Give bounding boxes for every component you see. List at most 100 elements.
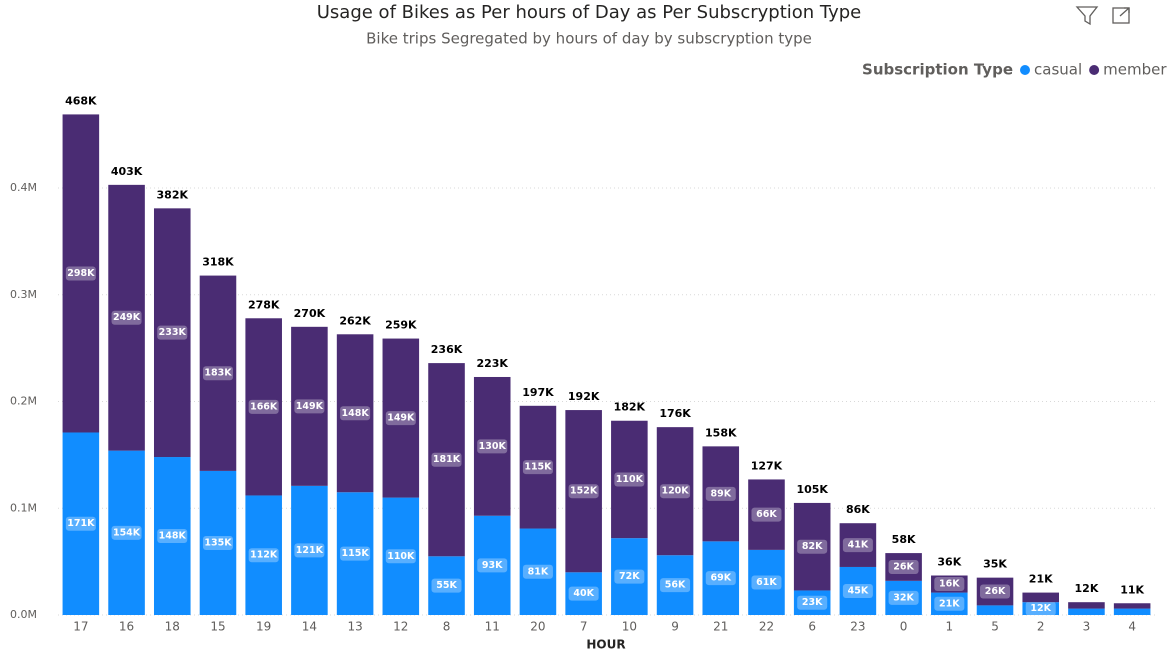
y-tick-label: 0.3M [10,288,37,301]
bar-segment [793,502,831,591]
bar-segment [656,427,694,556]
bar-segment [1113,603,1151,609]
label-pill [797,539,828,554]
data-label: 249K [113,312,141,323]
legend-marker [1089,65,1100,75]
bar-segment [336,334,374,493]
total-label: 36K [937,556,961,569]
label-pill [157,529,188,544]
bar-segment [611,420,648,539]
bar-segment [1068,608,1105,615]
total-label: 270K [294,307,326,320]
label-pill [705,486,736,501]
filter-icon[interactable] [1075,6,1099,26]
bar-segment [291,326,328,486]
bar-segment [565,572,602,615]
bar-segment [748,549,785,615]
total-label: 182K [614,401,646,414]
label-pill [751,507,782,522]
bar-segment [519,528,557,615]
x-tick-label: 15 [210,620,225,634]
bar-segment [931,575,968,593]
bar-segment [199,470,237,615]
label-pill [660,578,691,593]
data-label: 32K [893,592,914,603]
y-tick-label: 0.1M [10,501,37,514]
label-pill [568,586,599,601]
data-label: 115K [524,462,552,473]
data-label: 154K [113,527,141,538]
label-pill [202,366,233,381]
bar-segment [153,208,191,458]
label-pill [340,406,371,421]
bar-segment [153,457,191,615]
bar-segment [565,410,602,573]
bar-segment [885,580,922,615]
bar-segment [1113,608,1151,615]
data-label: 66K [756,509,777,520]
x-tick-label: 1 [945,620,953,634]
total-label: 176K [659,407,691,420]
data-label: 171K [67,518,95,529]
chart-subtitle: Bike trips Segregated by hours of day by… [366,30,812,48]
y-tick-label: 0.0M [10,608,37,621]
data-label: 56K [665,580,686,591]
total-label: 259K [385,319,417,332]
total-label: 197K [522,386,554,399]
label-pill [385,549,416,564]
x-tick-label: 23 [850,620,865,634]
label-pill [568,484,599,499]
bar-segment [1068,602,1105,609]
data-label: 89K [710,488,731,499]
x-axis-title: HOUR [586,638,625,652]
bar-segment [611,538,648,615]
label-pill [65,266,96,281]
bar-segment [199,275,237,471]
label-pill [111,525,142,540]
total-label: 403K [111,165,143,178]
data-label: 69K [710,573,731,584]
bar-segment [976,577,1014,606]
legend-marker [1020,65,1030,75]
label-pill [522,564,553,579]
focus-icon[interactable] [1112,7,1130,24]
bar-segment [702,446,740,542]
label-pill [248,399,279,414]
data-label: 135K [204,537,232,548]
focus-shape [1112,7,1130,24]
x-tick-label: 18 [165,620,180,634]
bar-segment [382,338,420,498]
label-pill [431,578,462,593]
data-label: 72K [619,571,640,582]
data-label: 16K [939,579,960,590]
x-tick-label: 13 [347,620,362,634]
x-tick-label: 22 [759,620,774,634]
total-label: 382K [157,188,189,201]
data-label: 152K [570,486,598,497]
data-label: 181K [433,454,461,465]
label-pill [1025,601,1056,616]
legend-label: member [1103,61,1167,79]
bar-segment [336,492,374,615]
data-label: 149K [296,401,324,412]
bar-segment [1022,592,1060,603]
total-label: 236K [431,343,463,356]
label-pill [340,546,371,561]
bar-segment [519,405,557,529]
label-pill [797,595,828,610]
y-tick-label: 0.4M [10,181,37,194]
data-label: 45K [848,585,869,596]
label-pill [431,452,462,467]
bar-segment [382,497,420,615]
total-label: 21K [1029,573,1053,586]
total-label: 278K [248,298,280,311]
x-tick-label: 2 [1037,620,1045,634]
data-label: 149K [387,413,415,424]
label-pill [248,548,279,563]
bar-segment [473,515,511,615]
total-label: 58K [892,533,916,546]
data-label: 110K [616,474,644,485]
data-label: 21K [939,598,960,609]
label-pill [934,596,965,611]
